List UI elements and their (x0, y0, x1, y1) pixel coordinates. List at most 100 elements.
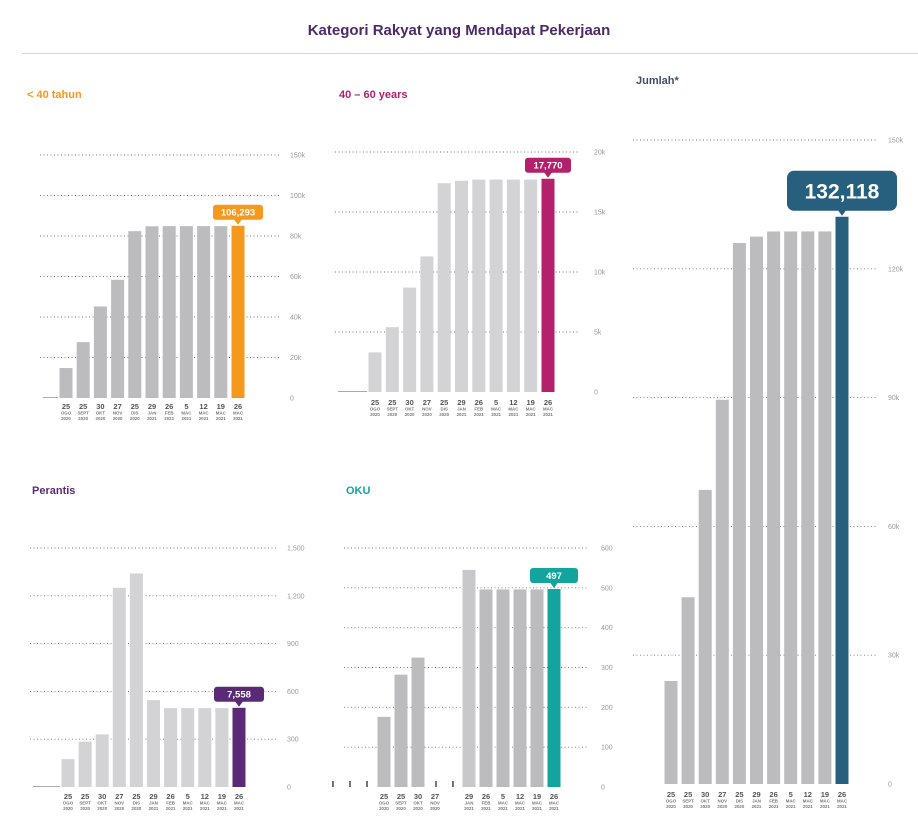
x-date-year: 2020 (422, 412, 432, 417)
x-date-year: 2021 (481, 806, 491, 811)
y-tick-label: 0 (287, 785, 291, 792)
y-tick-label: 0 (601, 785, 605, 792)
x-date-year: 2020 (405, 412, 415, 417)
x-date-day: 25 (684, 790, 692, 799)
y-tick-label: 300 (601, 665, 613, 672)
x-date-month: FEB (482, 801, 491, 806)
bar (128, 231, 142, 398)
x-date-day: 19 (533, 792, 541, 801)
x-date-month: DIS (441, 407, 448, 412)
x-date-month: NOV (113, 411, 123, 416)
x-date-year: 2020 (413, 806, 423, 811)
x-date-year: 2020 (132, 806, 142, 811)
y-tick-label: 10k (594, 270, 606, 277)
y-tick-label: 1,200 (287, 593, 305, 600)
x-date-year: 2021 (200, 806, 210, 811)
x-date-month: MAC (217, 801, 228, 806)
x-date-month: MAC (498, 801, 509, 806)
bar (368, 352, 382, 392)
y-tick-label: 80k (290, 234, 302, 241)
bar (698, 489, 712, 784)
x-date-year: 2020 (78, 416, 88, 421)
x-date-month: MAC (549, 801, 560, 806)
x-date-year: 2021 (149, 806, 159, 811)
x-date-year: 2021 (464, 806, 474, 811)
bar (181, 708, 195, 787)
x-date-month: MAC (803, 799, 814, 804)
bar (732, 243, 746, 785)
bar (147, 700, 160, 787)
x-date-day: 27 (423, 398, 431, 407)
zero-value-tick (332, 781, 334, 787)
x-date-month: NOV (115, 801, 125, 806)
y-tick-label: 30k (888, 653, 900, 660)
x-date-day: 25 (380, 792, 388, 801)
x-date-year: 2020 (97, 806, 107, 811)
x-date-month: OKT (98, 801, 108, 806)
bar (530, 589, 544, 787)
y-tick-label: 120k (888, 266, 904, 273)
x-date-year: 2020 (130, 416, 140, 421)
bar (547, 589, 561, 787)
zero-value-tick (452, 781, 454, 787)
value-callout (214, 686, 264, 702)
x-date-year: 2020 (439, 412, 449, 417)
bar (479, 589, 493, 787)
bar (215, 708, 229, 787)
x-date-year: 2020 (370, 412, 380, 417)
x-date-year: 2020 (96, 416, 106, 421)
x-date-year: 2021 (498, 806, 508, 811)
x-date-day: 30 (701, 790, 709, 799)
bar (750, 236, 763, 785)
x-date-day: 29 (457, 398, 465, 407)
x-date-day: 5 (494, 398, 498, 407)
bar (231, 225, 245, 398)
x-date-year: 2020 (80, 806, 90, 811)
x-date-month: NOV (422, 407, 432, 412)
x-date-month: FEB (769, 799, 778, 804)
bar (818, 231, 832, 784)
x-date-day: 19 (527, 398, 535, 407)
x-date-month: SEPT (79, 801, 91, 806)
x-date-month: JAN (149, 801, 158, 806)
bar (164, 708, 178, 787)
x-date-year: 2021 (752, 804, 762, 809)
x-date-year: 2020 (113, 416, 123, 421)
value-callout (787, 170, 897, 211)
x-date-day: 25 (397, 792, 405, 801)
y-tick-label: 20k (594, 150, 606, 157)
bar (385, 327, 399, 392)
x-date-month: NOV (718, 799, 728, 804)
x-date-month: OGO (666, 799, 677, 804)
x-date-day: 26 (165, 402, 173, 411)
callout-value: 17,770 (533, 161, 562, 172)
x-date-year: 2020 (666, 804, 676, 809)
bar (162, 226, 176, 398)
bar (437, 183, 451, 392)
title-divider (22, 53, 918, 54)
bar (93, 306, 107, 398)
x-date-day: 25 (62, 402, 70, 411)
x-date-day: 25 (64, 792, 72, 801)
bar (198, 708, 212, 787)
bar (455, 180, 468, 392)
x-date-day: 25 (131, 402, 139, 411)
x-date-year: 2021 (234, 806, 244, 811)
bar (112, 587, 126, 787)
x-date-month: FEB (165, 411, 174, 416)
x-date-year: 2021 (216, 416, 226, 421)
x-date-month: JAN (457, 407, 466, 412)
chart-title-oku: OKU (346, 485, 371, 497)
x-date-month: OGO (61, 411, 72, 416)
y-tick-label: 100k (290, 193, 306, 200)
x-date-year: 2020 (700, 804, 710, 809)
x-date-month: NOV (430, 801, 440, 806)
zero-value-tick (366, 781, 368, 787)
x-date-year: 2021 (549, 806, 559, 811)
x-date-month: DIS (131, 411, 138, 416)
y-tick-label: 20k (290, 355, 302, 362)
x-date-month: MAC (543, 407, 554, 412)
x-date-month: OGO (379, 801, 390, 806)
